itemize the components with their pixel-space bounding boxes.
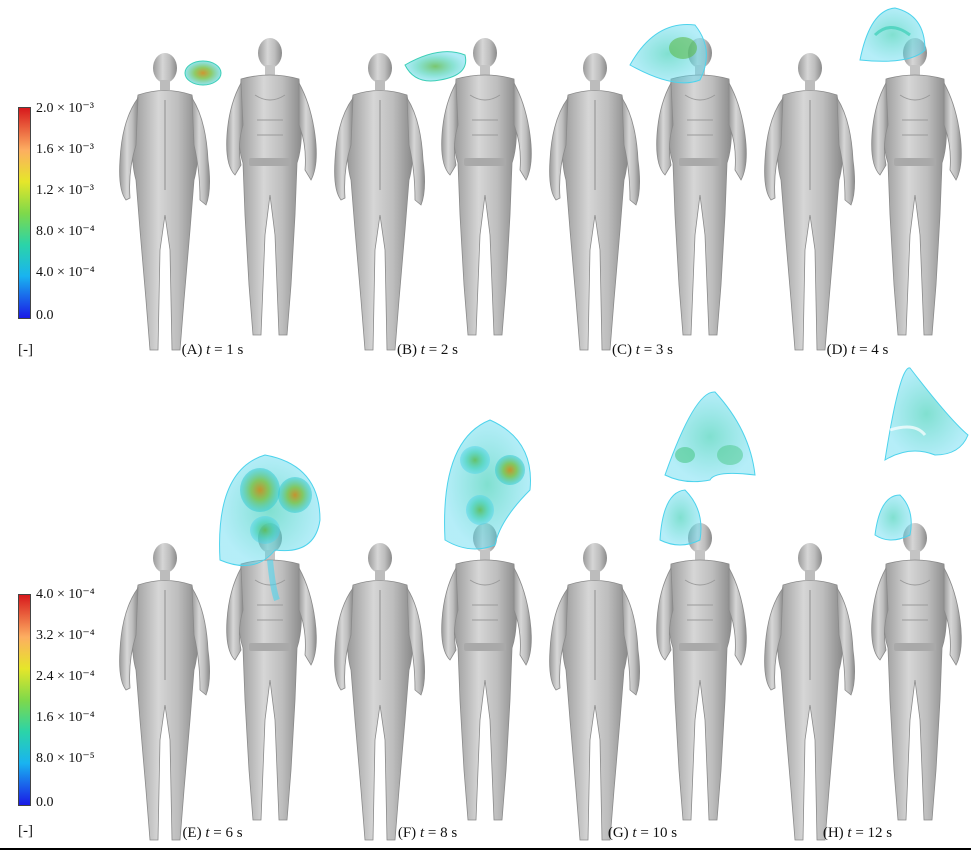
caption-G: (G) t = 10 s xyxy=(607,825,678,841)
panel-C xyxy=(535,24,750,360)
bottom-rule xyxy=(0,848,971,850)
caption-E: (E) t = 6 s xyxy=(182,825,243,841)
colorbar-bottom-tick: 1.6 × 10⁻⁴ xyxy=(36,710,95,725)
panel-B xyxy=(320,30,535,360)
panel-H-scene xyxy=(764,367,969,841)
colorbar-top-tick: 4.0 × 10⁻⁴ xyxy=(36,265,95,280)
caption-D: (D) t = 4 s xyxy=(826,342,889,358)
colorbar-top-tick: 8.0 × 10⁻⁴ xyxy=(36,224,95,239)
caption-F: (F) t = 8 s xyxy=(397,825,458,841)
plume xyxy=(444,419,531,550)
colorbar-top-tick: 1.2 × 10⁻³ xyxy=(36,183,94,198)
panel-A xyxy=(105,30,320,360)
panel-H xyxy=(750,367,969,841)
plume xyxy=(184,60,222,86)
colorbar-bottom-tick: 8.0 × 10⁻⁵ xyxy=(36,751,95,766)
panel-C-scene xyxy=(549,24,747,351)
panel-E-scene xyxy=(119,454,321,841)
colorbar-bottom-tick: 3.2 × 10⁻⁴ xyxy=(36,628,95,643)
colorbar-bottom-tick: 2.4 × 10⁻⁴ xyxy=(36,669,95,684)
colorbar-top-tick: 1.6 × 10⁻³ xyxy=(36,142,94,157)
colorbar-bottom-gradient xyxy=(18,594,31,806)
colorbar-bottom-tick: 0.0 xyxy=(36,795,54,810)
plume xyxy=(404,51,467,82)
panel-A-scene xyxy=(119,37,317,351)
colorbar-top-tick: 0.0 xyxy=(36,308,54,323)
caption-C: (C) t = 3 s xyxy=(612,342,673,358)
colorbar-top-unit: [-] xyxy=(18,342,33,358)
plume xyxy=(884,367,969,461)
colorbar-top-gradient xyxy=(18,107,31,319)
panel-G-scene xyxy=(549,391,756,841)
panel-F xyxy=(320,419,535,841)
colorbar-bottom-unit: [-] xyxy=(18,823,33,839)
caption-A: (A) t = 1 s xyxy=(181,342,244,358)
panel-G xyxy=(535,391,756,841)
plume xyxy=(859,7,926,62)
colorbar-bottom-tick: 4.0 × 10⁻⁴ xyxy=(36,587,95,602)
colorbar-top-tick: 2.0 × 10⁻³ xyxy=(36,101,94,116)
caption-H: (H) t = 12 s xyxy=(822,825,893,841)
plume xyxy=(664,391,756,483)
panel-B-scene xyxy=(334,37,532,351)
panel-D xyxy=(750,7,965,360)
panel-D-scene xyxy=(764,7,962,351)
caption-B: (B) t = 2 s xyxy=(397,342,458,358)
panel-E xyxy=(105,454,321,841)
panel-F-scene xyxy=(334,419,532,841)
